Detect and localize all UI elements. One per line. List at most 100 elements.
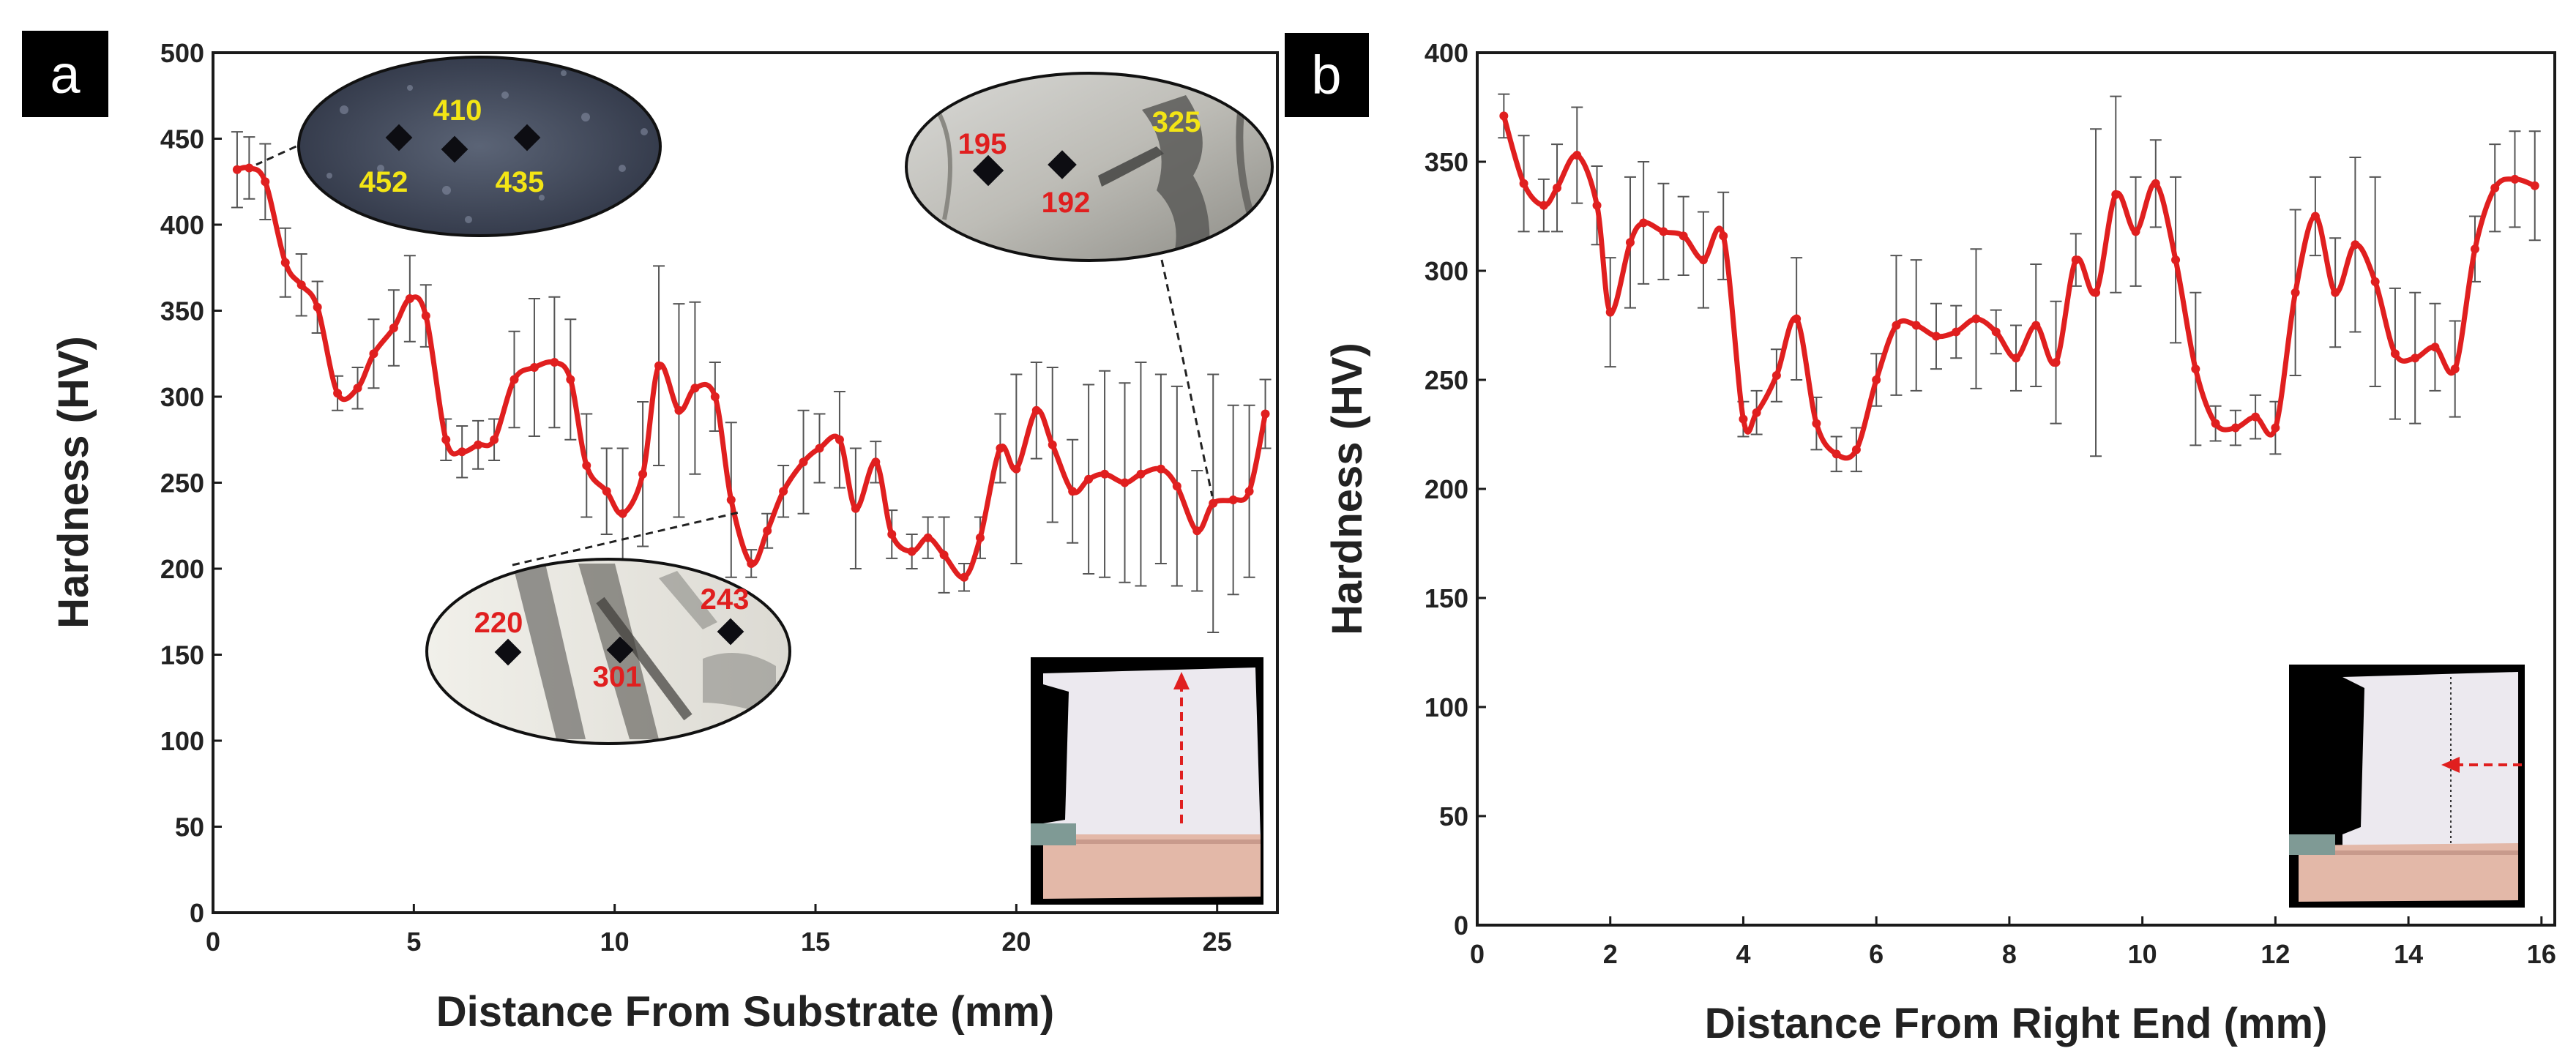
a-data-point bbox=[582, 461, 591, 470]
b-data-point bbox=[2191, 364, 2200, 374]
a-annotation-325: 325 bbox=[1152, 106, 1201, 138]
a-data-point bbox=[1120, 478, 1130, 487]
b-data-point bbox=[2230, 423, 2240, 433]
b-data-point bbox=[2310, 212, 2320, 221]
b-data-point bbox=[1892, 321, 1901, 330]
b-x-tick-label: 6 bbox=[1869, 939, 1884, 969]
a-data-point bbox=[1136, 469, 1146, 479]
b-data-point bbox=[1971, 314, 1981, 324]
b-data-point bbox=[2291, 288, 2300, 297]
a-y-tick-label: 400 bbox=[160, 210, 204, 240]
a-y-tick-label: 150 bbox=[160, 640, 204, 670]
b-data-point bbox=[2091, 288, 2101, 297]
a-annotation-243: 243 bbox=[701, 583, 750, 616]
b-data-point bbox=[2331, 288, 2340, 297]
b-data-point bbox=[1639, 218, 1649, 228]
b-data-point bbox=[1991, 327, 2001, 337]
b-x-tick-label: 16 bbox=[2527, 939, 2556, 969]
a-annotation-301: 301 bbox=[593, 661, 642, 693]
a-data-point bbox=[369, 349, 378, 359]
micrograph-oval-2 bbox=[905, 72, 1274, 262]
b-x-tick-label: 2 bbox=[1603, 939, 1618, 969]
b-data-point bbox=[2351, 240, 2360, 250]
a-data-point bbox=[939, 550, 949, 560]
a-data-point bbox=[529, 363, 539, 373]
a-data-point bbox=[1084, 474, 1094, 484]
a-x-ticks: 0 5 10 15 20 25 bbox=[206, 904, 1232, 957]
a-data-point bbox=[602, 487, 611, 496]
b-data-point bbox=[1851, 445, 1861, 455]
a-data-point bbox=[923, 533, 933, 542]
a-data-point bbox=[763, 526, 772, 536]
a-data-point bbox=[638, 469, 648, 479]
a-data-point bbox=[975, 533, 985, 542]
a-data-point bbox=[244, 163, 254, 173]
a-data-point bbox=[871, 457, 881, 467]
b-x-tick-label: 4 bbox=[1736, 939, 1750, 969]
a-data-point bbox=[747, 558, 756, 568]
b-data-point bbox=[1659, 227, 1668, 236]
a-data-point bbox=[566, 375, 575, 384]
a-y-tick-label: 200 bbox=[160, 554, 204, 584]
b-panel-letter-box bbox=[1285, 33, 1369, 117]
b-data-point bbox=[1772, 371, 1781, 381]
a-data-point bbox=[421, 311, 430, 321]
b-data-point bbox=[2390, 349, 2400, 359]
b-x-ticks: 0 2 4 6 8 10 12 14 16 bbox=[1470, 916, 2556, 969]
a-data-point bbox=[710, 392, 720, 401]
a-y-tick-label: 0 bbox=[190, 898, 204, 928]
b-data-point bbox=[1679, 231, 1688, 241]
b-data-point bbox=[1698, 255, 1708, 265]
b-data-point bbox=[1539, 201, 1548, 210]
micrograph-oval-3 bbox=[425, 558, 791, 745]
b-data-point bbox=[2111, 190, 2121, 199]
b-data-point bbox=[2510, 174, 2520, 184]
b-data-point bbox=[2370, 277, 2380, 286]
a-data-point bbox=[474, 440, 483, 449]
b-x-tick-label: 12 bbox=[2260, 939, 2290, 969]
b-data-point bbox=[2490, 183, 2500, 192]
a-data-point bbox=[550, 358, 559, 367]
b-data-point bbox=[1739, 414, 1748, 424]
b-data-point bbox=[2430, 343, 2440, 352]
a-annotation-435: 435 bbox=[496, 166, 545, 198]
b-data-point bbox=[2450, 364, 2460, 374]
b-data-point bbox=[2271, 423, 2280, 433]
b-data-point bbox=[1752, 408, 1761, 417]
b-data-point bbox=[1592, 201, 1602, 210]
b-data-point bbox=[2071, 255, 2080, 265]
b-y-tick-label: 50 bbox=[1439, 801, 1468, 831]
b-data-point bbox=[1792, 314, 1802, 324]
b-panel-letter: b bbox=[1311, 45, 1341, 105]
b-data-point bbox=[1719, 231, 1728, 241]
b-data-point bbox=[1931, 332, 1941, 341]
panel-a: 0 50 100 150 200 250 300 350 400 450 500 0 5 10 15 20 2… bbox=[22, 31, 1279, 1036]
a-data-point bbox=[654, 361, 664, 370]
a-data-point bbox=[389, 324, 398, 332]
b-data-point bbox=[1812, 419, 1821, 428]
a-annotation-195: 195 bbox=[958, 128, 1007, 160]
a-data-point bbox=[1048, 440, 1057, 449]
a-annotation-220: 220 bbox=[474, 607, 523, 639]
a-data-points bbox=[232, 163, 1270, 582]
a-y-tick-label: 100 bbox=[160, 726, 204, 756]
a-data-point bbox=[333, 389, 343, 398]
a-y-tick-label: 350 bbox=[160, 296, 204, 326]
a-y-tick-label: 250 bbox=[160, 468, 204, 498]
a-data-point bbox=[1244, 487, 1254, 496]
a-data-point bbox=[618, 509, 627, 518]
a-data-point bbox=[261, 177, 270, 187]
a-data-point bbox=[405, 294, 414, 304]
b-data-point bbox=[2151, 179, 2160, 188]
a-data-point bbox=[1068, 487, 1078, 496]
panel-b: 0 50 100 150 200 250 300 350 400 0 2 4 6 8 10 12 14 16 D… bbox=[1285, 33, 2556, 1047]
b-data-point bbox=[1605, 307, 1615, 317]
b-data-point bbox=[1553, 183, 1562, 192]
b-data-point bbox=[2470, 244, 2479, 254]
a-data-point bbox=[1156, 464, 1165, 474]
b-data-point bbox=[1625, 238, 1635, 247]
a-data-point bbox=[799, 457, 808, 467]
a-annotation-410: 410 bbox=[433, 94, 482, 127]
a-x-axis-title: Distance From Substrate (mm) bbox=[436, 988, 1054, 1036]
